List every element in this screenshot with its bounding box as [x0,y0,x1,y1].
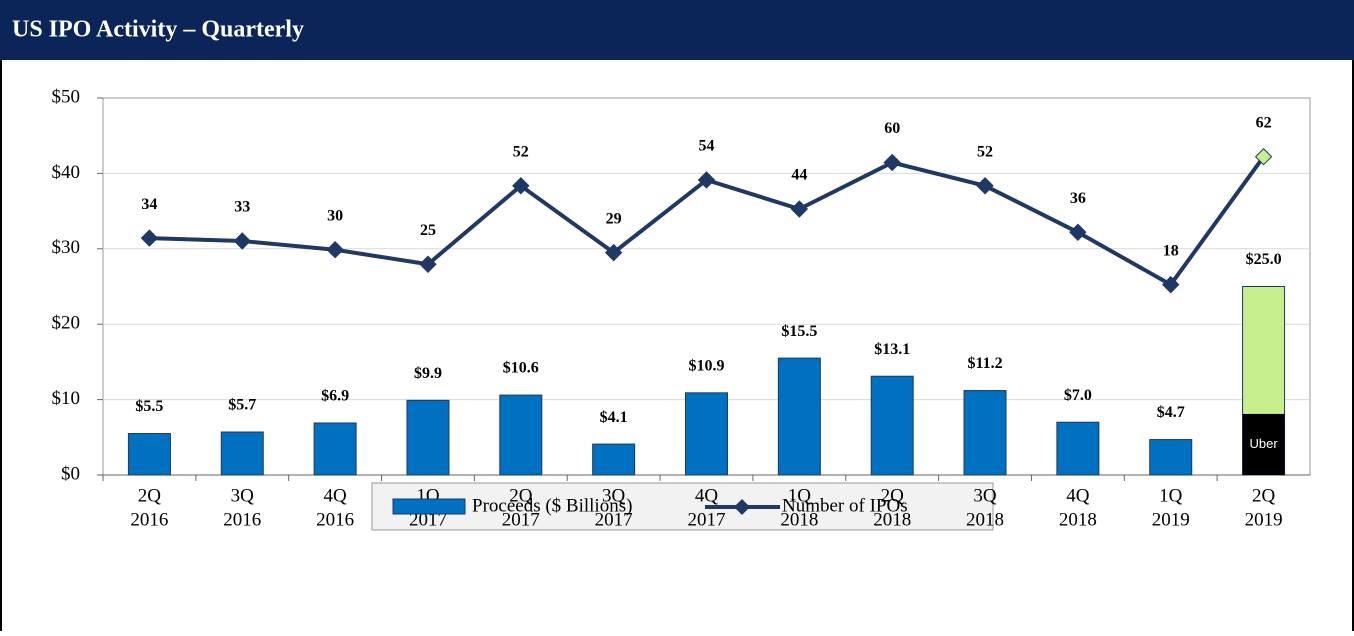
line-value-label: 44 [791,167,807,184]
bar-value-label: $7.0 [1064,387,1092,404]
bar [777,357,821,476]
legend-marker [734,499,750,515]
marker [883,153,901,172]
x-tick-label: 2018 [966,509,1004,530]
x-tick-label: 2Q [138,485,162,506]
marker [790,200,809,218]
bar [1056,421,1100,476]
y-tick-label: $20 [52,313,81,334]
bar-value-label: $4.1 [600,409,628,426]
header-bar [0,0,1354,60]
x-tick-label: 1Q [1159,485,1183,506]
x-tick-label: 2Q [881,485,905,506]
line-value-label: 29 [606,210,622,227]
legend-label: Proceeds ($ Billions) [472,495,632,516]
x-tick-label: 2016 [130,509,168,530]
marker [1254,148,1273,166]
marker [976,177,994,195]
x-tick-label: 4Q [695,485,719,506]
marker [140,229,159,247]
legend [371,482,994,531]
x-tick-label: 2Q [1252,485,1276,506]
x-tick-label: 2017 [595,509,633,530]
line-value-label: 52 [513,143,529,160]
x-tick-label: 3Q [602,485,626,506]
x-tick-label: 2017 [409,509,447,530]
line-value-label: 52 [977,143,993,160]
bar-value-label: $25.0 [1246,251,1282,268]
x-tick-label: 1Q [788,485,812,506]
y-tick-label: $10 [52,388,81,409]
line-value-label: 30 [327,207,343,224]
chart-title: US IPO Activity – Quarterly [12,17,304,43]
legend-swatch [392,498,466,515]
x-tick-label: 2016 [223,509,261,530]
line-value-label: 54 [699,138,715,155]
x-tick-label: 2018 [1059,509,1097,530]
x-tick-label: 2017 [688,509,726,530]
x-tick-label: 2018 [873,509,911,530]
x-tick-label: 4Q [1066,485,1090,506]
bar [313,422,357,476]
bar [406,399,450,476]
bar [127,433,171,476]
marker [1162,275,1180,294]
overlay-label: Uber [1249,436,1278,451]
bar-value-label: $10.6 [503,360,539,377]
bar-value-label: $5.5 [135,398,163,415]
bar [1149,439,1193,476]
marker [512,177,530,195]
x-tick-label: 2Q [509,485,533,506]
x-tick-label: 3Q [973,485,997,506]
y-tick-label: $50 [52,86,81,107]
legend-label: Number of IPOs [782,495,908,516]
x-tick-label: 2018 [780,509,818,530]
line-value-label: 33 [234,199,250,216]
x-tick-label: 4Q [323,485,347,506]
x-tick-label: 2019 [1152,509,1190,530]
bar-value-label: $4.7 [1157,404,1185,421]
bar [592,443,636,476]
y-tick-label: $30 [52,237,81,258]
x-tick-label: 2017 [502,509,540,530]
bar-value-label: $10.9 [689,357,725,374]
line-value-label: 25 [420,222,436,239]
x-tick-label: 2016 [316,509,354,530]
bar [499,394,543,476]
bar [220,431,264,476]
x-tick-label: 3Q [231,485,255,506]
bar-value-label: $11.2 [967,355,1002,372]
bar [685,392,728,476]
bar-value-label: $6.9 [321,388,349,405]
line-value-label: 34 [141,196,157,213]
marker [233,232,251,250]
y-tick-label: $0 [61,463,80,484]
bar-value-label: $15.5 [781,323,817,340]
marker [326,241,344,259]
line-value-label: 62 [1256,114,1272,131]
line-value-label: 36 [1070,190,1086,207]
marker [419,255,437,273]
bar [870,375,914,476]
y-tick-label: $40 [52,162,81,183]
line-value-label: 60 [884,120,900,137]
bar [963,390,1007,476]
marker [697,171,716,189]
marker [1069,223,1087,241]
marker [604,243,623,262]
x-tick-label: 2019 [1245,509,1283,530]
bar-value-label: $5.7 [228,397,256,414]
line-value-label: 18 [1163,242,1179,259]
overlay-segment [1242,413,1285,475]
bar-value-label: $13.1 [874,341,910,358]
bar-value-label: $9.9 [414,365,442,382]
